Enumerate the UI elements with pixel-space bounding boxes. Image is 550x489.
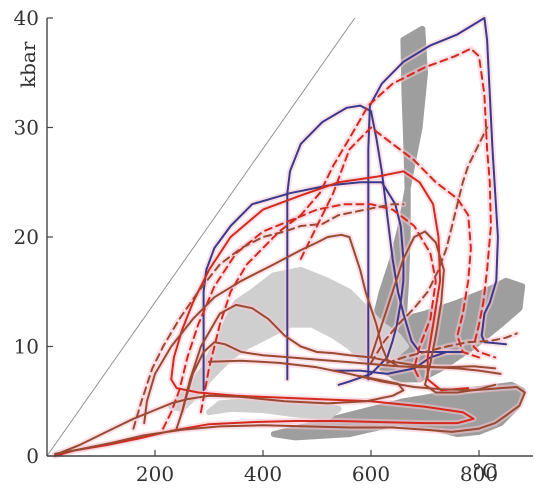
pt-path-brown-11	[175, 303, 502, 430]
y-tick-label-3: 30	[14, 116, 39, 140]
y-tick-label-0: 0	[26, 444, 39, 468]
pt-paths	[54, 17, 526, 457]
pt-path-red-dashed-6	[199, 47, 497, 414]
x-tick-label-2: 600	[352, 462, 390, 486]
y-axis-title: kbar	[16, 41, 40, 88]
pt-path-red-dashed-7	[299, 126, 480, 359]
y-tick-label-1: 10	[14, 335, 39, 359]
reference-diagonal-line	[46, 17, 356, 457]
pt-path-brown-12	[181, 341, 399, 414]
y-tick-label-2: 20	[14, 225, 39, 249]
x-tick-label-0: 200	[136, 462, 174, 486]
pt-path-brown-dashed-15	[370, 126, 489, 364]
pt-path-red-4	[54, 170, 475, 457]
pt-path-brown-dashed-16	[386, 332, 518, 364]
tick-labels: 200 400 600 800 0 10 20 30 40	[14, 6, 499, 486]
pt-path-brown-dashed-14	[132, 203, 405, 430]
x-tick-label-1: 400	[244, 462, 282, 486]
tick-marks	[47, 17, 480, 457]
x-tick-label-3: 800	[460, 462, 498, 486]
pt-path-blue-3	[332, 351, 464, 375]
pt-path-brown-10	[143, 233, 497, 425]
pt-path-blue-1	[286, 104, 451, 381]
pt-path-brown-13	[370, 230, 497, 394]
pt-path-brown-9	[54, 375, 405, 456]
pt-path-red-dashed-5	[162, 203, 437, 430]
y-tick-label-4: 40	[14, 6, 39, 30]
x-axis-title: °C	[472, 459, 497, 483]
